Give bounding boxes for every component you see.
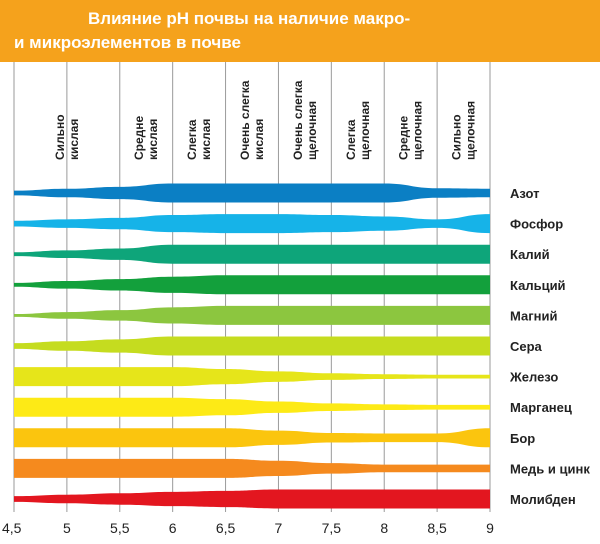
band-9 [14, 428, 490, 448]
category-label-line: кислая [252, 119, 266, 160]
category-label-line: Очень слегка [238, 80, 252, 160]
x-tick-label-5: 7 [275, 520, 283, 536]
nutrient-label-7: Железо [509, 370, 558, 385]
x-tick-label-3: 6 [169, 520, 177, 536]
nutrient-label-1: Азот [510, 186, 540, 201]
category-label-line: Сильно [53, 114, 67, 160]
category-label-line: Слегка [185, 119, 199, 160]
category-label-4: Очень слегкакислая [238, 80, 266, 160]
band-3 [14, 244, 490, 264]
band-6 [14, 336, 490, 356]
category-label-8: Сильнощелочная [450, 101, 478, 160]
category-label-line: Слегка [344, 119, 358, 160]
ph-category-labels: Сильнокислая Среднекислая Слегкакислая Очен… [53, 80, 478, 160]
nutrient-label-3: Калий [510, 247, 550, 262]
band-11 [14, 489, 490, 509]
category-label-1: Сильнокислая [53, 114, 81, 160]
category-label-line: щелочная [358, 101, 372, 160]
band-5 [14, 305, 490, 325]
band-2 [14, 214, 490, 234]
nutrient-label-10: Медь и цинк [510, 461, 590, 476]
x-tick-label-1: 5 [63, 520, 71, 536]
nutrient-bands [14, 183, 490, 509]
nutrient-label-11: Молибден [510, 492, 576, 507]
x-tick-label-6: 7,5 [322, 520, 342, 536]
x-tick-label-0: 4,5 [2, 520, 22, 536]
band-10 [14, 458, 490, 478]
x-tick-label-7: 8 [380, 520, 388, 536]
category-label-7: Среднещелочная [397, 101, 425, 160]
category-label-3: Слегкакислая [185, 119, 213, 160]
chart-title-line-1: Влияние pH почвы на наличие макро- [88, 9, 411, 28]
x-tick-label-4: 6,5 [216, 520, 236, 536]
band-8 [14, 397, 490, 417]
category-label-line: Средне [132, 115, 146, 160]
nutrient-label-4: Кальций [510, 278, 566, 293]
nutrient-label-6: Сера [510, 339, 543, 354]
band-4 [14, 275, 490, 295]
x-tick-label-2: 5,5 [110, 520, 130, 536]
category-label-line: щелочная [305, 101, 319, 160]
band-1 [14, 183, 490, 203]
category-label-2: Среднекислая [132, 115, 160, 160]
category-label-line: кислая [67, 119, 81, 160]
category-label-line: Средне [397, 115, 411, 160]
x-tick-label-8: 8,5 [427, 520, 447, 536]
nutrient-labels: Азот Фосфор Калий Кальций Магний Сера Железо Ма… [509, 186, 590, 507]
category-label-line: кислая [199, 119, 213, 160]
band-7 [14, 367, 490, 387]
x-axis-ticks: 4,5 5 5,5 6 6,5 7 7,5 8 8,5 9 [2, 520, 494, 536]
chart-title-line-2: и микроэлементов в почве [14, 33, 241, 52]
nutrient-label-8: Марганец [510, 400, 572, 415]
category-label-line: щелочная [411, 101, 425, 160]
nutrient-label-9: Бор [510, 431, 535, 446]
category-label-line: Сильно [450, 114, 464, 160]
category-label-line: Очень слегка [291, 80, 305, 160]
title-banner: Влияние pH почвы на наличие макро- и мик… [0, 0, 600, 62]
category-label-line: кислая [146, 119, 160, 160]
category-label-6: Слегкащелочная [344, 101, 372, 160]
nutrient-label-5: Магний [510, 308, 557, 323]
x-tick-label-9: 9 [486, 520, 494, 536]
nutrient-label-2: Фосфор [510, 217, 563, 232]
category-label-line: щелочная [464, 101, 478, 160]
category-label-5: Очень слегкащелочная [291, 80, 319, 160]
